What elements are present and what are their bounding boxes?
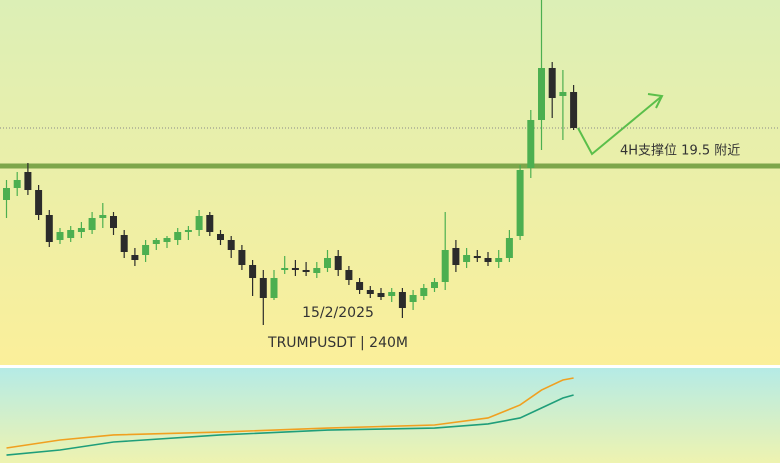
candle-body: [505, 238, 513, 258]
candle-body: [452, 248, 460, 265]
candle-body: [184, 230, 192, 232]
candle-body: [77, 228, 85, 232]
candle-body: [152, 240, 160, 244]
candle-body: [110, 216, 117, 228]
candle-body: [441, 250, 449, 282]
candle-body: [538, 68, 545, 120]
candle-body: [3, 188, 10, 200]
candle-body: [495, 258, 503, 262]
candle-body: [548, 68, 556, 98]
candle-body: [473, 256, 481, 258]
candle-body: [377, 293, 385, 297]
candle-body: [56, 232, 64, 240]
candle-body: [366, 290, 374, 294]
candle-body: [174, 232, 182, 240]
candle-body: [142, 245, 150, 255]
candle-body: [131, 255, 139, 260]
indicator-line: [6, 377, 574, 449]
candle-body: [45, 215, 53, 242]
candle-body: [259, 278, 267, 298]
candle-body: [281, 268, 289, 270]
candle-body: [527, 120, 535, 168]
candle-body: [24, 172, 32, 190]
candle-body: [570, 92, 578, 128]
candle-body: [227, 240, 235, 250]
candle-body: [120, 235, 128, 252]
candle-body: [88, 218, 96, 230]
candle-body: [217, 234, 224, 240]
candle-body: [206, 215, 214, 232]
candle-body: [195, 216, 203, 230]
candle-body: [291, 268, 299, 270]
date-label: 15/2/2025: [302, 305, 374, 321]
candle-body: [463, 255, 471, 262]
candle-body: [388, 292, 396, 296]
candle-body: [270, 278, 278, 298]
candle-body: [35, 190, 43, 215]
indicator-panel: [0, 368, 780, 463]
candle-body: [516, 170, 524, 236]
candle-body: [238, 250, 246, 265]
indicator-line: [6, 394, 574, 456]
candle-body: [356, 282, 364, 290]
candle-body: [334, 256, 342, 270]
trend-arrow: [577, 95, 663, 156]
candle-body: [302, 270, 310, 272]
candle-body: [420, 288, 428, 296]
symbol-label: TRUMPUSDT | 240M: [267, 335, 408, 351]
annotation: 4H支撑位 19.5 附近: [620, 144, 740, 159]
candle-body: [313, 268, 321, 273]
candle-body: [324, 258, 331, 268]
candle-body: [99, 215, 107, 218]
candle-body: [431, 282, 438, 288]
candle-body: [67, 230, 75, 238]
arrow-head: [647, 93, 664, 109]
candle-body: [163, 238, 171, 242]
candle-body: [249, 265, 257, 278]
candle-body: [409, 295, 417, 302]
candle-body: [13, 180, 21, 188]
main-panel: [0, 0, 780, 366]
candle-body: [398, 292, 406, 308]
candle-body: [484, 258, 492, 262]
candle-body: [559, 92, 567, 96]
candle-body: [345, 270, 353, 280]
